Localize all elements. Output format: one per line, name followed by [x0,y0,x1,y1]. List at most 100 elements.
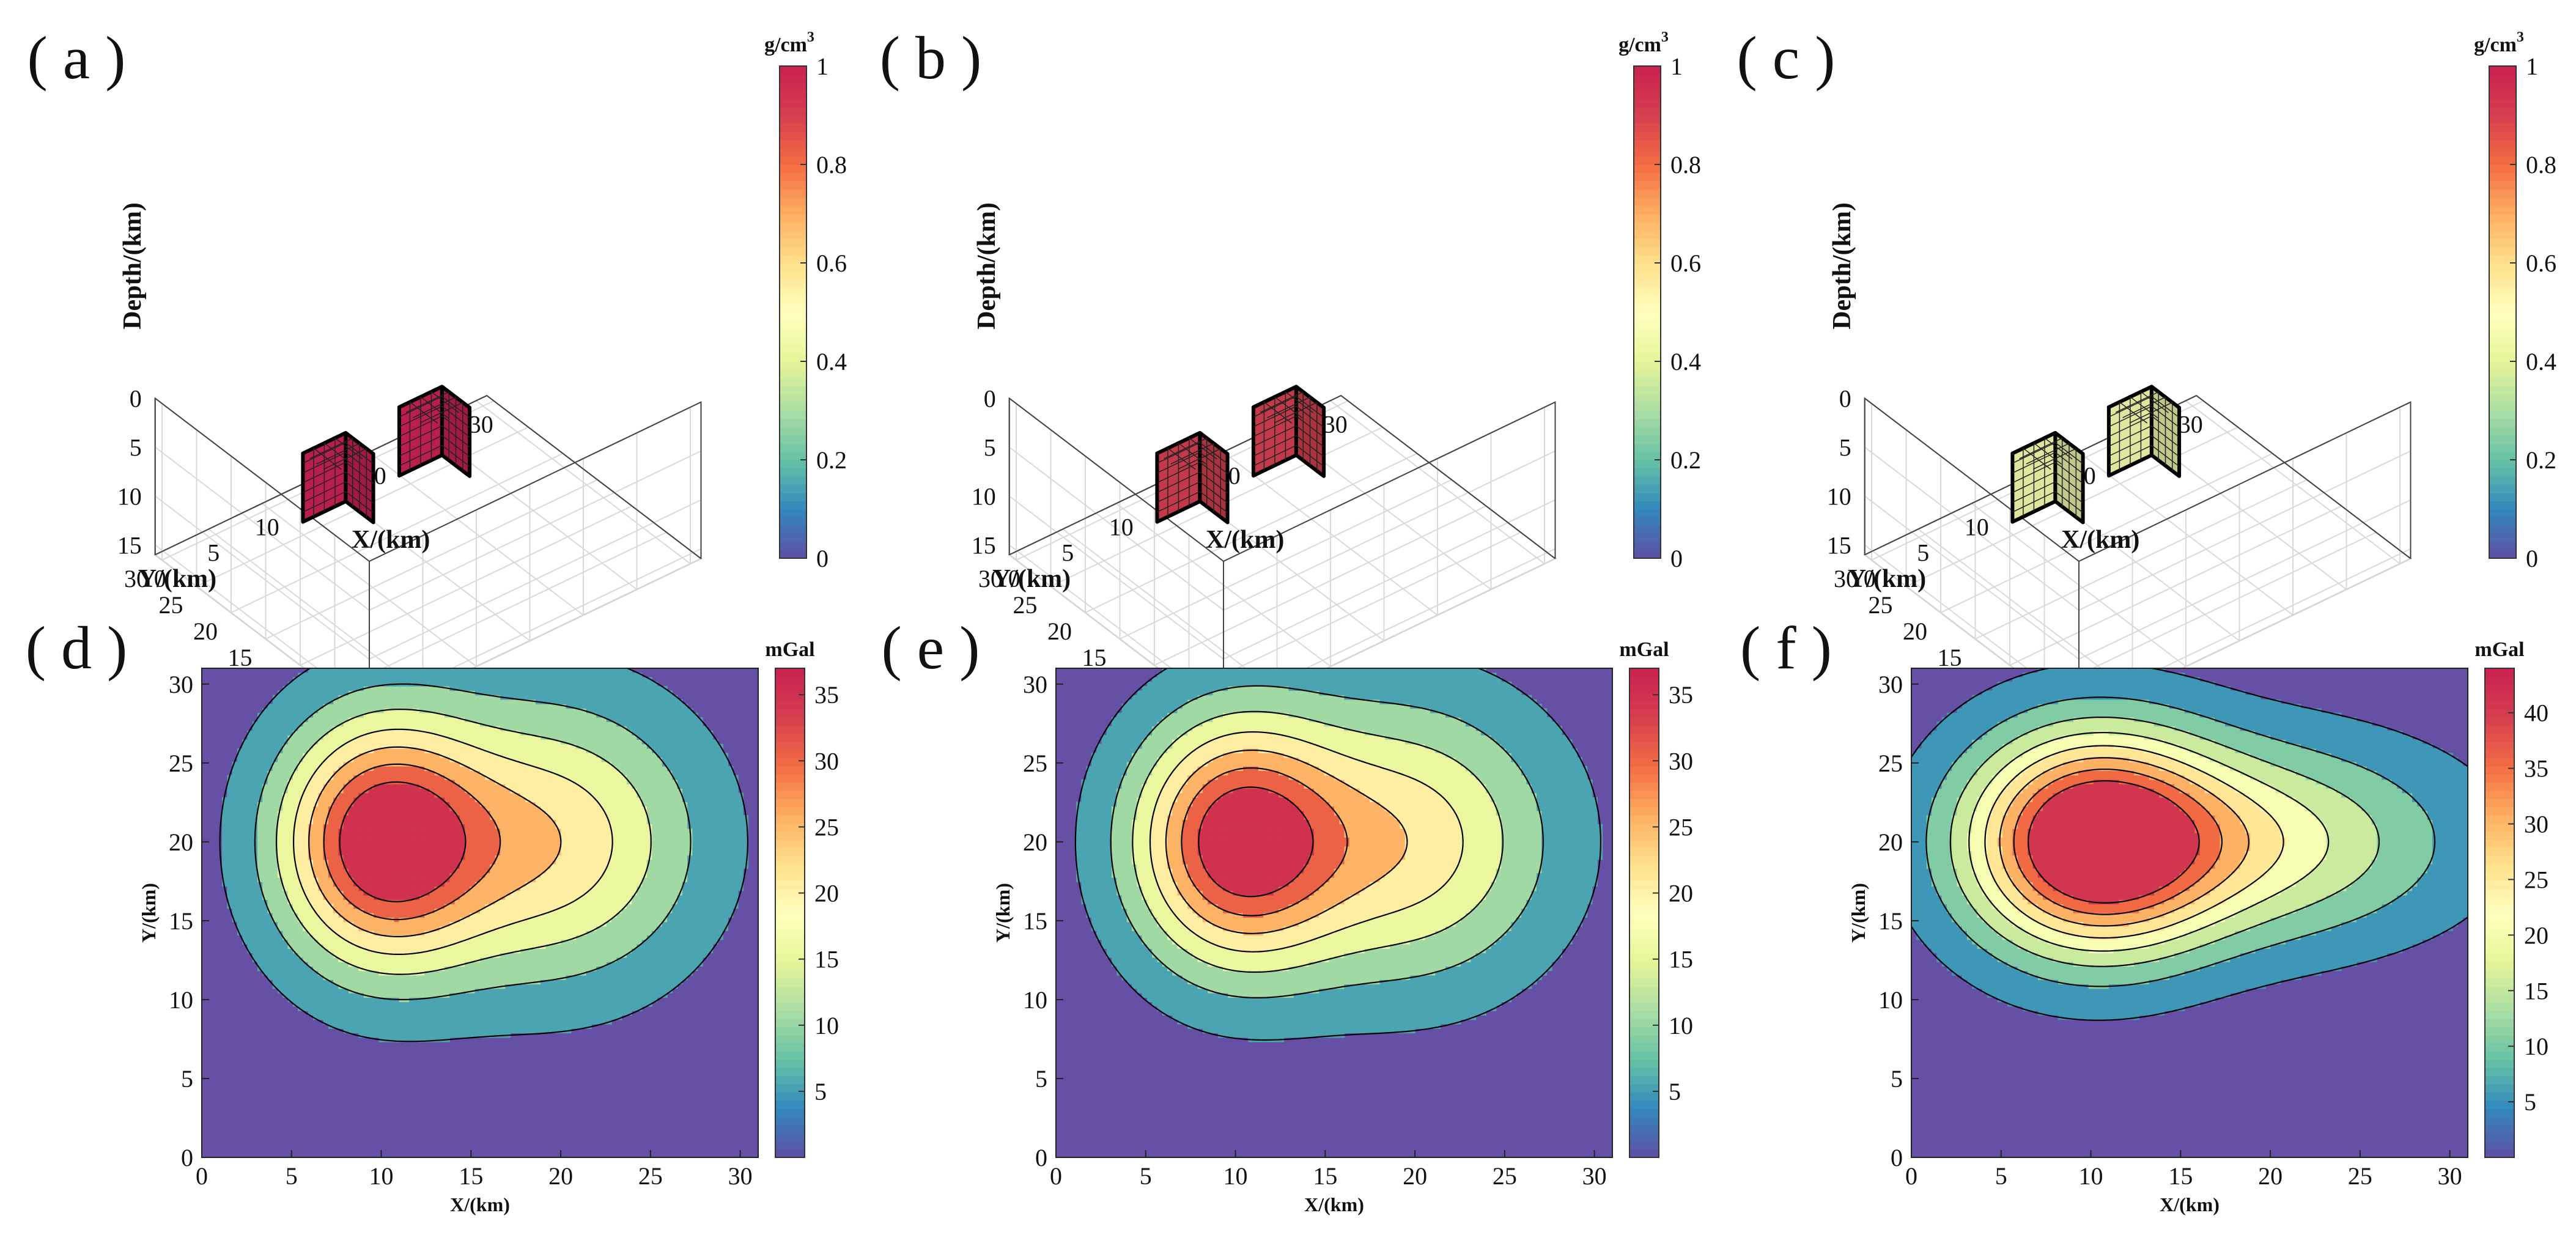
contour-cell [500,837,506,843]
axis-box-edge [369,401,701,562]
contour-cell [439,970,445,976]
contour-cell [424,984,430,989]
contour-cell [383,890,389,896]
contour-cell [338,966,344,972]
contour-cell [445,695,451,700]
contour-cell [470,894,476,900]
contour-cell [434,677,440,682]
contour-cell [459,864,465,869]
colorbar-segment [1634,492,1661,501]
contour-cell [445,761,451,767]
colorbar-segment [1634,476,1661,485]
contour-cell [500,992,506,998]
colorbar-segment [780,304,806,313]
contour-cell [480,1028,485,1034]
contour-cell [429,721,435,727]
contour-cell [298,850,304,856]
contour-cell [232,761,238,767]
contour-cell [333,739,339,745]
contour-cell [323,1001,329,1007]
colorbar-segment [2489,107,2516,116]
contour-cell [439,677,445,682]
contour-cell [328,677,334,682]
contour-cell [439,846,445,851]
contour-cell [383,833,389,838]
contour-cell [404,890,410,896]
contour-cell [404,766,410,771]
contour-cell [480,975,485,980]
contour-cell [358,948,364,954]
contour-cell [272,859,278,865]
contour-cell [474,748,481,753]
colorbar-segment [2489,435,2516,444]
contour-cell [515,997,521,1003]
contour-cell [454,819,460,825]
contour-cell [318,872,324,878]
contour-cell [495,943,501,949]
contour-cell [338,882,344,887]
contour-cell [470,841,476,847]
contour-cell [353,899,360,905]
contour-cell [459,913,465,918]
contour-cell [262,828,268,833]
contour-cell [378,784,385,789]
contour-cell [369,721,374,727]
contour-cell [383,806,389,811]
contour-cell [287,815,293,820]
contour-cell [500,1001,506,1007]
contour-cell [242,815,248,820]
contour-cell [445,1033,451,1038]
contour-cell [383,1019,389,1025]
contour-cell [439,717,445,722]
contour-cell [353,1001,360,1007]
contour-cell [449,943,456,949]
contour-cell [298,962,304,967]
contour-cell [328,890,334,896]
contour-cell [353,726,360,731]
contour-cell [399,695,405,700]
contour-cell [485,953,491,958]
contour-cell [318,681,324,687]
contour-cell [480,943,485,949]
contour-cell [445,673,451,678]
contour-cell [399,988,405,994]
contour-cell [424,890,430,896]
contour-cell [292,877,298,882]
contour-cell [267,721,273,727]
contour-cell [485,997,491,1003]
contour-cell [404,868,410,874]
contour-cell [378,966,385,972]
contour-cell [298,992,304,998]
contour-cell [298,726,304,731]
contour-cell [287,721,293,727]
contour-cell [242,886,248,891]
contour-cell [348,770,354,776]
contour-cell [303,686,309,692]
colorbar-segment [780,221,806,231]
contour-cell [399,677,405,682]
contour-cell [439,699,445,704]
contour-cell [439,681,445,687]
x-tick-label: 5 [1917,539,1929,566]
contour-cell [383,992,389,998]
x-tick-label: 0 [1008,564,1020,592]
contour-cell [495,921,501,927]
contour-cell [328,770,334,776]
contour-cell [363,917,369,923]
contour-cell [495,815,501,820]
contour-cell [252,886,258,891]
contour-cell [348,686,354,692]
contour-cell [465,766,471,771]
contour-cell [343,894,349,900]
contour-cell [257,721,263,727]
colorbar-segment [2489,254,2516,264]
contour-cell [374,1006,380,1011]
contour-cell [434,1024,440,1029]
voxel-line [1157,481,1200,503]
contour-cell [510,721,516,727]
contour-cell [257,753,263,758]
contour-cell [409,673,415,678]
contour-cell [348,984,354,989]
contour-cell [308,1006,314,1011]
contour-cell [328,802,334,807]
